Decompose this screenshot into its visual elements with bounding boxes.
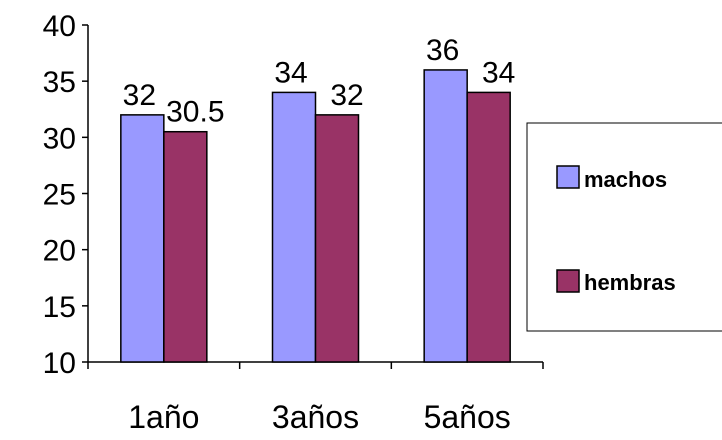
legend-label-hembras: hembras: [584, 270, 676, 295]
legend-label-machos: machos: [584, 167, 667, 192]
legend-swatch-machos: [556, 165, 580, 189]
bar-hembras-1: [163, 130, 208, 363]
data-label-hembras: 34: [482, 56, 515, 89]
y-tick-label: 30: [43, 122, 76, 155]
y-tick-label: 25: [43, 179, 76, 212]
legend-frame: [526, 122, 722, 332]
bar-machos-1: [120, 114, 165, 363]
data-label-hembras: 32: [330, 79, 363, 112]
chart-bars: [120, 69, 511, 363]
y-tick-label: 10: [43, 347, 76, 380]
y-tick-label: 40: [43, 10, 76, 43]
chart-legend: machos hembras: [526, 122, 722, 332]
bar-hembras-2: [314, 114, 360, 363]
data-label-machos: 32: [123, 79, 156, 112]
legend-swatch-hembras: [556, 269, 580, 293]
y-tick-label: 15: [43, 291, 76, 324]
data-label-machos: 34: [274, 56, 307, 89]
y-tick-label: 35: [43, 66, 76, 99]
bar-hembras-3: [466, 91, 511, 363]
data-label-hembras: 30.5: [166, 96, 224, 129]
x-category-label: 5años: [424, 399, 511, 435]
x-category-label: 3años: [272, 399, 359, 435]
data-label-machos: 36: [426, 34, 459, 67]
y-tick-label: 20: [43, 235, 76, 268]
bar-machos-2: [271, 91, 317, 363]
bar-machos-3: [423, 69, 468, 363]
x-category-label: 1año: [128, 399, 199, 435]
chart-axes: 10 15 20 25 30 35 40 1año 3años 5años: [43, 10, 544, 435]
chart-data-labels: 32 34 36 30.5 32 34: [123, 34, 516, 129]
